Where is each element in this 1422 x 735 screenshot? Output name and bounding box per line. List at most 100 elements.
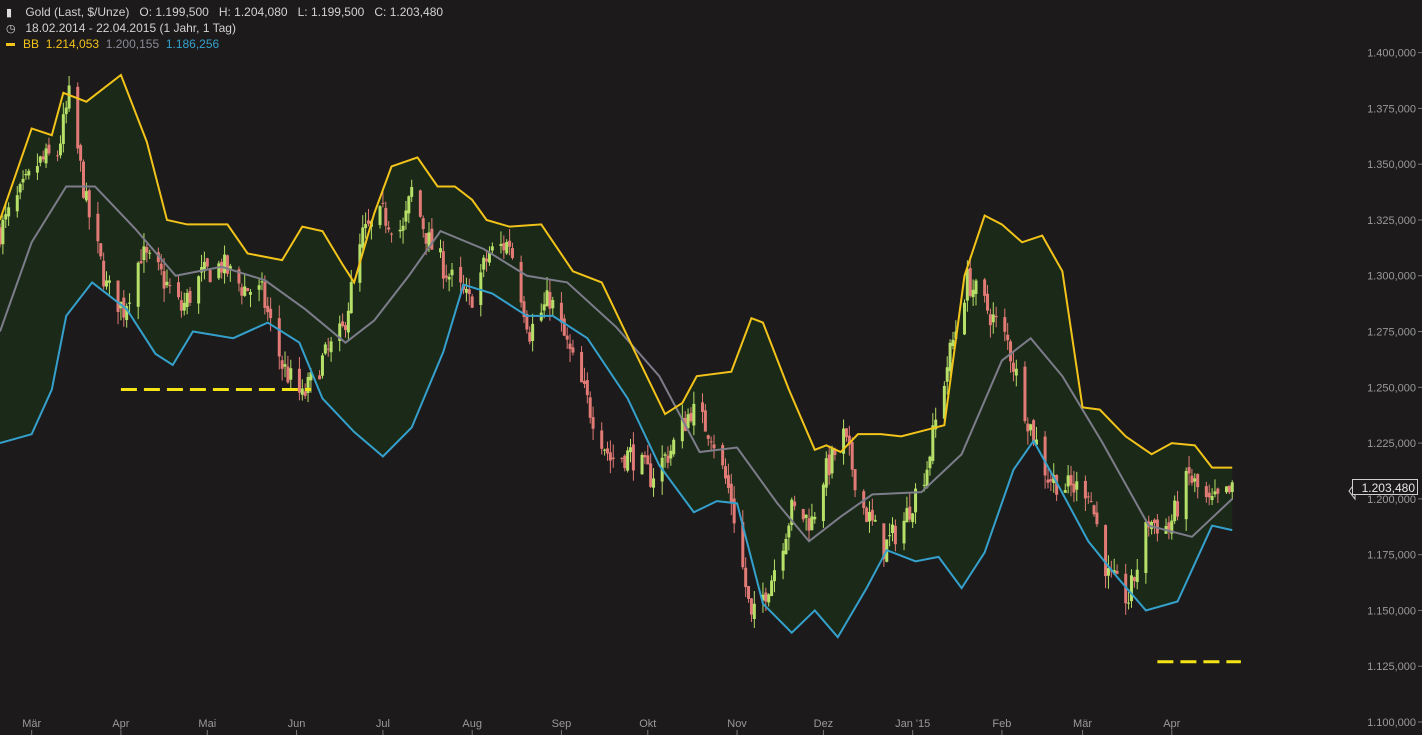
y-tick-label: 1.400,000 — [1367, 48, 1416, 60]
candle-body — [1135, 569, 1139, 583]
candle-body — [467, 289, 471, 295]
candle-body — [850, 442, 854, 470]
ohlc-header: ▮ Gold (Last, $/Unze) O: 1.199,500 H: 1.… — [6, 5, 443, 19]
candle-body — [994, 315, 998, 318]
bb-lower-value: 1.186,256 — [165, 37, 220, 51]
candle-body — [729, 483, 733, 503]
candle-body — [367, 220, 371, 224]
y-tick-label: 1.325,000 — [1367, 215, 1416, 227]
candle-body — [519, 261, 523, 303]
candle-body — [223, 254, 227, 274]
x-tick-label: Nov — [727, 718, 747, 730]
candle-body — [38, 156, 42, 163]
candle-body — [942, 385, 946, 419]
candle-body — [4, 214, 8, 220]
candle-body — [323, 344, 327, 354]
candle-body — [450, 269, 454, 276]
high-value: 1.204,080 — [234, 5, 288, 19]
candle-body — [1026, 423, 1030, 432]
candle-body — [136, 262, 140, 307]
candle-body — [165, 281, 169, 286]
candle-body — [21, 178, 25, 183]
x-tick-label: Apr — [112, 718, 129, 730]
candle-body — [1014, 368, 1018, 376]
candle-body — [1170, 520, 1174, 534]
candle-body — [974, 280, 978, 294]
candle-body — [1190, 475, 1194, 483]
candle-body — [911, 513, 915, 523]
candle-body — [499, 244, 503, 246]
candle-body — [1227, 485, 1231, 493]
candle-body — [44, 148, 48, 164]
candle-body — [398, 229, 402, 232]
candle-body — [689, 413, 693, 422]
candle-body — [1204, 486, 1208, 498]
candle-body — [1011, 362, 1015, 372]
candle-body — [401, 225, 405, 231]
candle-body — [159, 263, 163, 270]
candle-body — [721, 445, 725, 466]
candle-body — [510, 248, 514, 258]
candle-body — [237, 269, 241, 284]
candle-body — [1086, 496, 1090, 498]
candle-body — [726, 475, 730, 488]
y-tick-label: 1.200,000 — [1367, 494, 1416, 506]
candle-body — [1115, 570, 1119, 574]
candle-body — [986, 293, 990, 311]
candle-body — [430, 228, 434, 250]
candle-body — [217, 263, 221, 279]
candle-body — [205, 258, 209, 267]
candle-body — [361, 227, 365, 248]
candle-body — [1009, 341, 1013, 362]
candle-body — [257, 285, 261, 290]
candle-body — [1187, 467, 1191, 474]
candle-body — [1155, 519, 1159, 534]
candle-body — [965, 269, 969, 301]
candle-body — [1127, 602, 1131, 604]
candle-body — [891, 524, 895, 534]
candle-body — [928, 456, 932, 469]
bb-legend[interactable]: BB 1.214,053 1.200,155 1.186,256 — [6, 37, 219, 51]
candle-body — [1153, 519, 1157, 524]
candle-body — [76, 86, 80, 149]
candle-body — [1176, 501, 1180, 517]
candle-body — [902, 520, 906, 544]
candle-body — [188, 290, 192, 303]
candle-body — [591, 417, 595, 429]
candle-body — [582, 380, 586, 384]
candle-body — [67, 85, 71, 109]
candle-body — [1049, 479, 1053, 482]
candle-body — [1003, 317, 1007, 332]
candle-body — [260, 281, 264, 283]
candle-body — [1034, 439, 1038, 445]
candle-body — [485, 258, 489, 262]
candle-body — [441, 251, 445, 279]
candle-body — [821, 484, 825, 522]
candle-body — [1216, 488, 1220, 494]
candle-body — [438, 248, 442, 253]
candle-body — [525, 313, 529, 330]
candle-body — [772, 570, 776, 582]
candle-body — [712, 444, 716, 449]
candle-body — [747, 586, 751, 599]
candle-body — [424, 233, 428, 244]
candle-body — [56, 155, 60, 157]
candle-body — [387, 227, 391, 230]
low-value: 1.199,500 — [310, 5, 365, 19]
candle-body — [179, 300, 183, 311]
candle-body — [139, 261, 143, 264]
candle-body — [338, 323, 342, 341]
candle-body — [459, 266, 463, 283]
candle-body — [522, 301, 526, 317]
candle-body — [1032, 420, 1036, 443]
candle-body — [1213, 491, 1217, 495]
y-tick-label: 1.375,000 — [1367, 103, 1416, 115]
candle-body — [643, 455, 647, 458]
candle-body — [447, 276, 451, 280]
candle-body — [649, 463, 653, 487]
x-tick-label: Mai — [198, 718, 216, 730]
candle-body — [842, 428, 846, 454]
candle-body — [672, 439, 676, 455]
candle-body — [962, 302, 966, 335]
